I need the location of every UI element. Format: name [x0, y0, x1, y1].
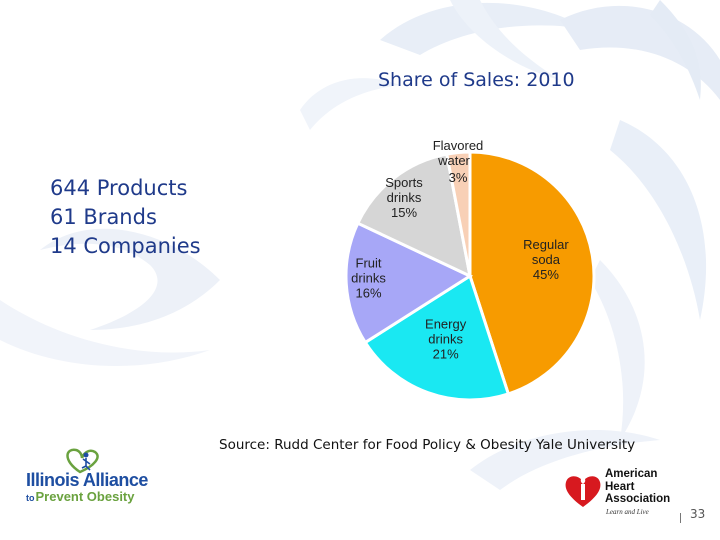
- alliance-tagline: toPrevent Obesity: [26, 489, 135, 504]
- slice-pct-label: 21%: [433, 347, 459, 362]
- slice-name-label: Flavored: [433, 138, 484, 153]
- pie-slice-flavored-water: [445, 150, 472, 277]
- slice-name-label: Regular: [523, 237, 569, 252]
- slice-pct-label: 15%: [391, 205, 417, 220]
- aha-word-heart: Heart: [605, 480, 635, 493]
- page-number: 33: [690, 507, 706, 521]
- stat-products: 644 Products: [50, 176, 188, 200]
- aha-word-association: Association: [605, 493, 671, 505]
- pie-slice-sports-drinks: [355, 152, 473, 279]
- child-heart-icon: [66, 448, 99, 474]
- aha-tagline: Learn and Live: [606, 508, 649, 516]
- slice-pct-label: 3%: [449, 170, 468, 185]
- slice-pct-label: 45%: [533, 267, 559, 282]
- slide-title: Share of Sales: 2010: [378, 69, 575, 91]
- slice-name-label: soda: [532, 252, 561, 267]
- illinois-alliance-logo: Illinois Alliance toPrevent Obesity: [24, 446, 164, 506]
- alliance-prevent-obesity: Prevent Obesity: [35, 489, 135, 504]
- slice-name-label: Energy: [425, 317, 467, 332]
- american-heart-association-logo: American Heart Association Learn and Liv…: [563, 466, 688, 524]
- pie-slice-regular-soda: [468, 150, 596, 396]
- slice-name-label: drinks: [428, 332, 463, 347]
- alliance-to: to: [26, 493, 35, 503]
- alliance-name: Illinois Alliance: [26, 470, 148, 490]
- stats-list: 644 Products 61 Brands 14 Companies: [50, 174, 201, 261]
- page-number-divider: [680, 513, 681, 523]
- slice-name-label: drinks: [387, 190, 422, 205]
- slice-name-label: drinks: [351, 270, 386, 285]
- pie-slice-energy-drinks: [363, 273, 511, 402]
- stat-companies: 14 Companies: [50, 234, 201, 258]
- slice-name-label: Sports: [385, 175, 423, 190]
- stat-brands: 61 Brands: [50, 205, 157, 229]
- source-citation: Source: Rudd Center for Food Policy & Ob…: [219, 437, 636, 453]
- pie-slice-fruit-drinks: [344, 221, 474, 345]
- aha-wordmark: American Heart Association: [605, 468, 670, 506]
- heart-torch-icon: [565, 476, 601, 507]
- slice-name-label: Fruit: [356, 255, 382, 270]
- slice-pct-label: 16%: [356, 285, 382, 300]
- slice-name-label: water: [437, 153, 470, 168]
- aha-word-american: American: [605, 468, 658, 480]
